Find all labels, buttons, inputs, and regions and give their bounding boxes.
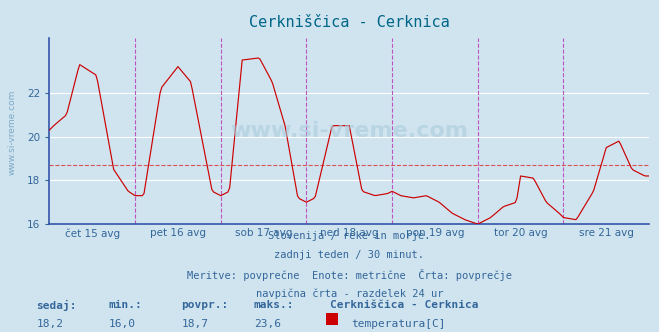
Text: www.si-vreme.com: www.si-vreme.com bbox=[230, 121, 469, 141]
Text: navpična črta - razdelek 24 ur: navpična črta - razdelek 24 ur bbox=[256, 289, 443, 299]
Text: Meritve: povprečne  Enote: metrične  Črta: povprečje: Meritve: povprečne Enote: metrične Črta:… bbox=[186, 269, 512, 281]
Text: temperatura[C]: temperatura[C] bbox=[351, 319, 445, 329]
Text: povpr.:: povpr.: bbox=[181, 300, 229, 310]
Text: maks.:: maks.: bbox=[254, 300, 294, 310]
Text: zadnji teden / 30 minut.: zadnji teden / 30 minut. bbox=[274, 250, 424, 260]
Text: sedaj:: sedaj: bbox=[36, 300, 76, 311]
Text: min.:: min.: bbox=[109, 300, 142, 310]
Text: 23,6: 23,6 bbox=[254, 319, 281, 329]
Text: 18,7: 18,7 bbox=[181, 319, 208, 329]
Text: 18,2: 18,2 bbox=[36, 319, 63, 329]
Text: Cerkniščica - Cerknica: Cerkniščica - Cerknica bbox=[330, 300, 478, 310]
Text: www.si-vreme.com: www.si-vreme.com bbox=[8, 90, 17, 176]
Text: Slovenija / reke in morje.: Slovenija / reke in morje. bbox=[268, 231, 430, 241]
Text: 16,0: 16,0 bbox=[109, 319, 136, 329]
Text: Cerkniščica - Cerknica: Cerkniščica - Cerknica bbox=[249, 15, 449, 30]
